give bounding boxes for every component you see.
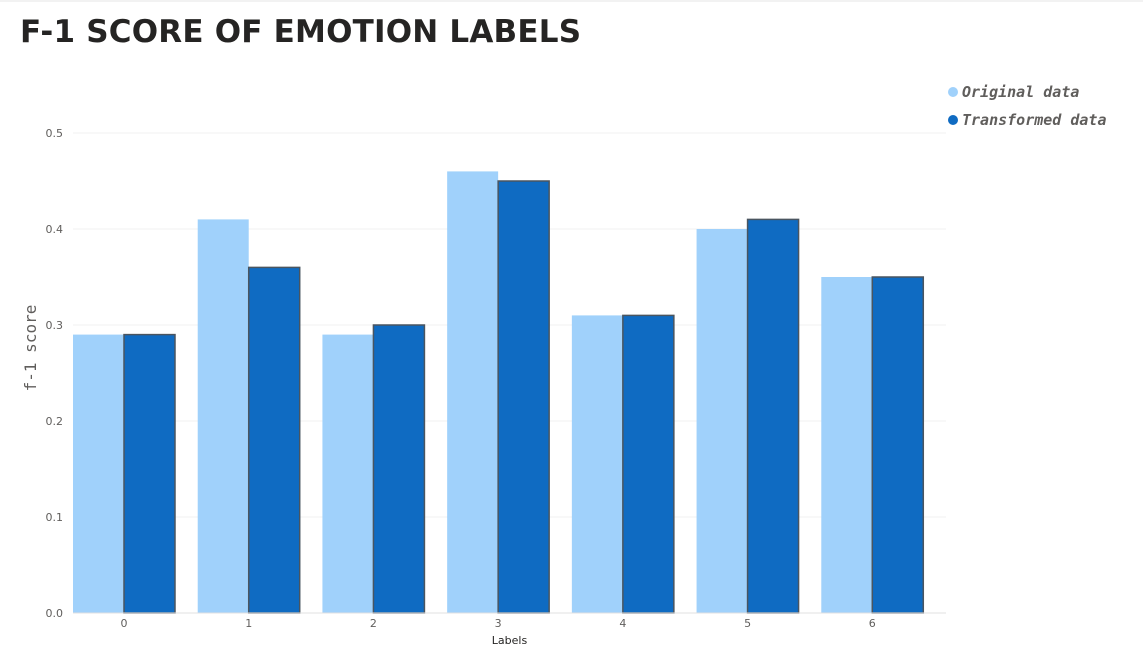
legend-label-transformed: Transformed data: [962, 111, 1107, 129]
x-tick-label: 4: [619, 617, 626, 630]
top-border: [0, 0, 1143, 2]
legend: Original data Transformed data: [948, 83, 1107, 129]
bar-original-1: [197, 219, 249, 613]
y-tick-label: 0.2: [46, 415, 64, 428]
x-tick-label: 0: [121, 617, 128, 630]
bar-transformed-4: [622, 314, 675, 614]
x-tick-label: 1: [245, 617, 252, 630]
bar-transformed-1: [247, 266, 301, 614]
bar-original-5: [696, 229, 748, 613]
legend-label-original: Original data: [962, 83, 1079, 101]
bar-transformed-0: [123, 333, 176, 614]
x-tick-label: 3: [495, 617, 502, 630]
y-tick-label: 0.5: [46, 127, 64, 140]
x-axis-ticks: 0 1 2 3 4 5 6: [121, 617, 876, 630]
legend-marker-original: [948, 87, 958, 97]
x-tick-label: 5: [744, 617, 751, 630]
x-axis-label: Labels: [492, 634, 528, 647]
x-tick-label: 2: [370, 617, 377, 630]
bar-original-3: [447, 171, 499, 613]
bar-transformed-5: [746, 218, 800, 614]
bars: [73, 171, 925, 614]
chart-title: F-1 SCORE OF EMOTION LABELS: [20, 14, 582, 50]
bar-original-0: [73, 334, 124, 613]
bar-original-6: [821, 277, 873, 613]
x-tick-label: 6: [869, 617, 876, 630]
bar-transformed-2: [372, 324, 426, 614]
bar-original-2: [322, 334, 374, 613]
legend-marker-transformed: [948, 115, 958, 125]
y-tick-label: 0.3: [46, 319, 64, 332]
bar-transformed-3: [497, 180, 550, 614]
y-axis-label: f-1 score: [21, 305, 40, 392]
bar-transformed-6: [871, 276, 925, 614]
y-tick-label: 0.4: [46, 223, 64, 236]
y-tick-label: 0.0: [46, 607, 64, 620]
y-axis-ticks: 0.0 0.1 0.2 0.3 0.4 0.5: [46, 127, 64, 620]
y-tick-label: 0.1: [46, 511, 64, 524]
bar-original-4: [571, 315, 623, 613]
